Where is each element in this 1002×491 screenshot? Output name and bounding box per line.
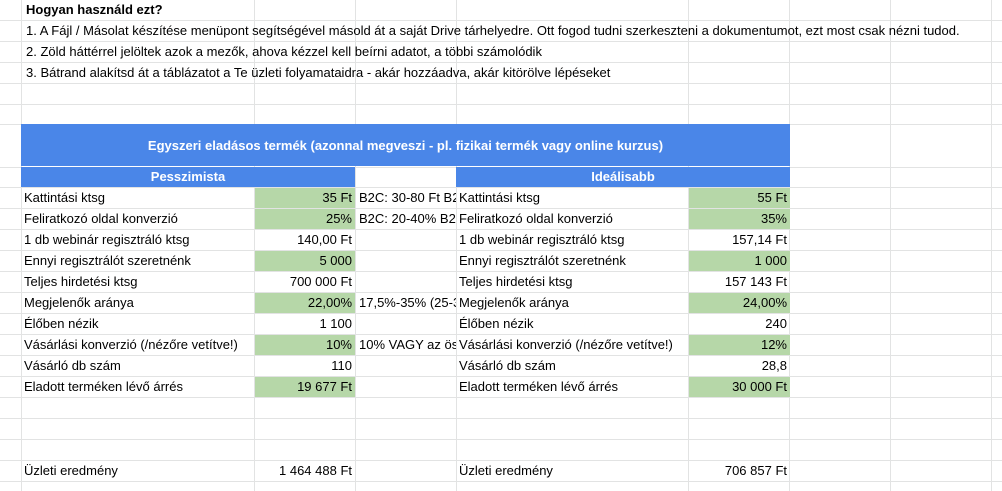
pessimist-row-value[interactable]: 5 000 [255,251,355,271]
ideal-row-value[interactable]: 240 [765,316,787,331]
pessimist-row-label[interactable]: Élőben nézik [24,316,99,331]
pessimist-row-label[interactable]: Kattintási ktsg [24,190,105,205]
pessimist-result-label[interactable]: Üzleti eredmény [24,463,118,478]
column-line [789,0,790,491]
row-line [0,313,1002,314]
column-line [456,0,457,491]
pessimist-row-value[interactable]: 10% [255,335,355,355]
ideal-header[interactable]: Ideálisabb [456,167,790,187]
row-line [0,250,1002,251]
ideal-row-value[interactable]: 28,8 [761,358,787,373]
pessimist-row-value[interactable]: 1 100 [319,316,352,331]
note-conversion[interactable]: B2C: 20-40% B2B: 10-20% [359,211,456,226]
row-line [0,439,1002,440]
pessimist-row-value[interactable]: 25% [255,209,355,229]
ideal-row-label[interactable]: Ennyi regisztrálót szeretnénk [459,253,626,268]
ideal-row-value[interactable]: 55 Ft [689,188,790,208]
row-line [0,208,1002,209]
row-line [0,481,1002,482]
note-purchase-conversion[interactable]: 10% VAGY az összes ... [359,337,456,352]
pessimist-row-value[interactable]: 22,00% [255,293,355,313]
ideal-row-label[interactable]: Kattintási ktsg [459,190,540,205]
ideal-row-label[interactable]: Teljes hirdetési ktsg [459,274,573,289]
pessimist-row-value[interactable]: 19 677 Ft [255,377,355,397]
ideal-row-label[interactable]: Feliratkozó oldal konverzió [459,211,613,226]
row-line [0,20,1002,21]
ideal-row-value[interactable]: 12% [689,335,790,355]
pessimist-row-value[interactable]: 110 [331,358,352,373]
ideal-row-value[interactable]: 1 000 [689,251,790,271]
pessimist-row-label[interactable]: Eladott terméken lévő árrés [24,379,183,394]
ideal-result-label[interactable]: Üzleti eredmény [459,463,553,478]
ideal-row-label[interactable]: Vásárló db szám [459,358,556,373]
ideal-row-label[interactable]: 1 db webinár regisztráló ktsg [459,232,625,247]
pessimist-row-label[interactable]: 1 db webinár regisztráló ktsg [24,232,190,247]
column-line [688,0,689,491]
ideal-result-value[interactable]: 706 857 Ft [724,463,787,478]
product-type-banner[interactable]: Egyszeri eladásos termék (azonnal megves… [21,124,790,166]
row-line [0,460,1002,461]
row-line [0,397,1002,398]
row-line [0,355,1002,356]
column-line [890,0,891,491]
pessimist-row-label[interactable]: Ennyi regisztrálót szeretnénk [24,253,191,268]
pessimist-row-value[interactable]: 140,00 Ft [297,232,352,247]
row-line [0,376,1002,377]
column-line [991,0,992,491]
instruction-step-1[interactable]: 1. A Fájl / Másolat készítése menüpont s… [26,23,960,38]
row-line [0,229,1002,230]
pessimist-row-label[interactable]: Megjelenők aránya [24,295,134,310]
ideal-row-label[interactable]: Vásárlási konverzió (/nézőre vetítve!) [459,337,673,352]
ideal-row-value[interactable]: 157 143 Ft [724,274,787,289]
pessimist-header[interactable]: Pesszimista [21,167,355,187]
column-line [254,0,255,491]
pessimist-row-label[interactable]: Feliratkozó oldal konverzió [24,211,178,226]
instruction-step-3[interactable]: 3. Bátrand alakítsd át a táblázatot a Te… [26,65,611,80]
row-line [0,62,1002,63]
pessimist-row-value[interactable]: 700 000 Ft [289,274,352,289]
row-line [0,271,1002,272]
row-line [0,292,1002,293]
row-line [0,418,1002,419]
pessimist-row-value[interactable]: 35 Ft [255,188,355,208]
row-line [0,187,1002,188]
column-line [355,0,356,491]
note-click-cost[interactable]: B2C: 30-80 Ft B2B: 150-400 Ft [359,190,456,205]
row-line [0,83,1002,84]
ideal-row-label[interactable]: Eladott terméken lévő árrés [459,379,618,394]
ideal-row-label[interactable]: Élőben nézik [459,316,534,331]
pessimist-row-label[interactable]: Teljes hirdetési ktsg [24,274,138,289]
instructions-title[interactable]: Hogyan használd ezt? [26,2,163,17]
ideal-row-label[interactable]: Megjelenők aránya [459,295,569,310]
instruction-step-2[interactable]: 2. Zöld háttérrel jelöltek azok a mezők,… [26,44,542,59]
ideal-row-value[interactable]: 35% [689,209,790,229]
row-line [0,104,1002,105]
ideal-row-value[interactable]: 24,00% [689,293,790,313]
pessimist-result-value[interactable]: 1 464 488 Ft [279,463,352,478]
column-line [21,0,22,491]
pessimist-row-label[interactable]: Vásárló db szám [24,358,121,373]
row-line [0,41,1002,42]
note-attendance[interactable]: 17,5%-35% (25-30% átlag) [359,295,456,310]
ideal-row-value[interactable]: 30 000 Ft [689,377,790,397]
pessimist-row-label[interactable]: Vásárlási konverzió (/nézőre vetítve!) [24,337,238,352]
row-line [0,334,1002,335]
ideal-row-value[interactable]: 157,14 Ft [732,232,787,247]
